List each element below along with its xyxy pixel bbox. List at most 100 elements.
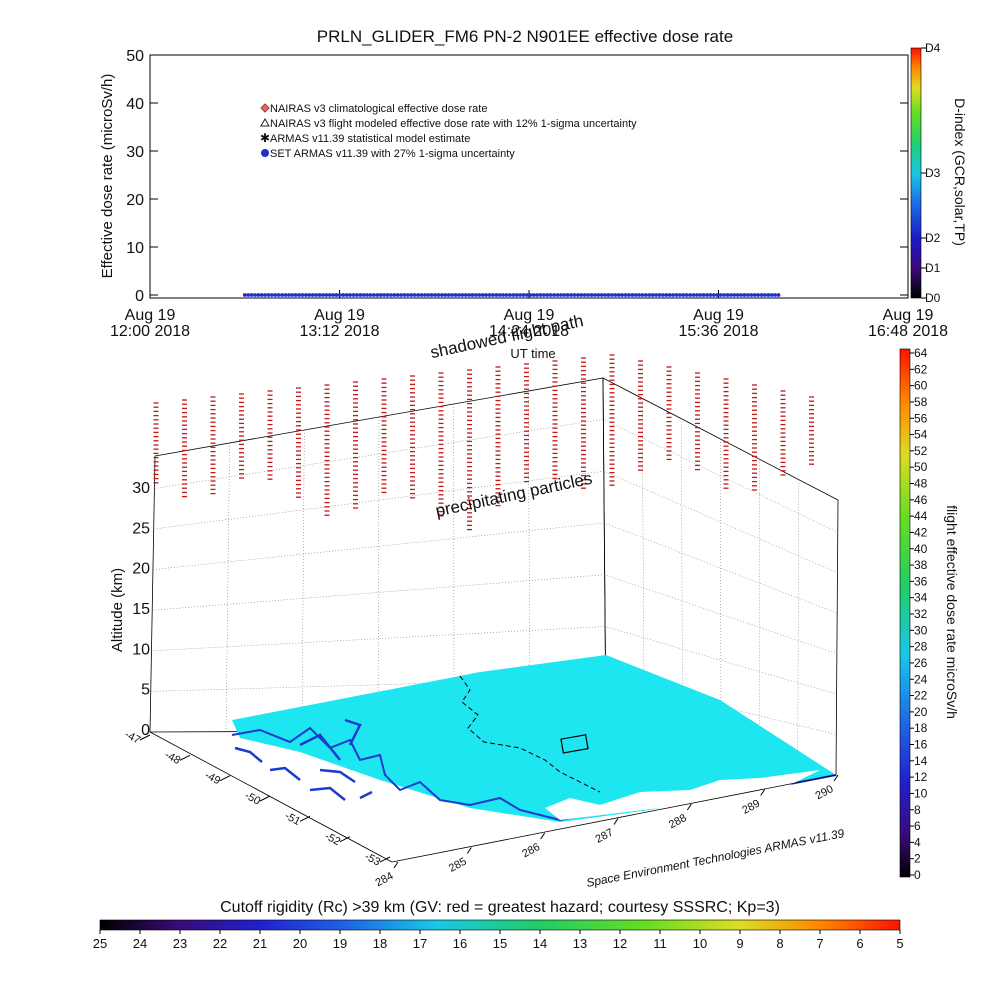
armas-point [623,293,628,297]
armas-point [569,293,573,297]
armas-point [620,293,624,297]
top-x-tick-time: 12:00 2018 [110,323,190,340]
armas-point [695,293,699,297]
armas-point [752,293,757,297]
armas-point [582,293,587,297]
armas-point [266,293,271,297]
armas-point [276,293,281,297]
armas-point [722,293,726,297]
z-grid-line [154,419,838,533]
dose-tick-label: 20 [914,705,928,719]
dose-tick-label: 40 [914,542,928,556]
armas-point [426,293,431,297]
top-x-tick-date: Aug 19 [125,307,176,324]
armas-point [484,293,488,297]
armas-point [732,293,737,297]
dose-colorbar [899,348,911,878]
dindex-tick-label: D2 [925,231,941,245]
dose-tick-label: 10 [914,786,928,800]
armas-point [324,293,329,297]
top-x-tick-time: 15:36 2018 [678,323,758,340]
armas-point [596,293,601,297]
particle-column [809,396,814,465]
armas-point [572,293,577,297]
armas-point [698,293,703,297]
armas-point [559,293,563,297]
particle-column [752,384,757,491]
particle-column [410,375,415,499]
armas-point [718,293,723,297]
armas-point [725,293,730,297]
particle-column [552,360,558,480]
rc-tick-label: 22 [213,936,227,951]
armas-point [406,293,410,297]
legend-marker-dot [261,149,269,157]
dose-tick-label: 48 [914,477,928,491]
armas-point [334,293,339,297]
lon-grid-line [681,418,683,746]
armas-point [402,293,407,297]
top-x-tick-date: Aug 19 [883,307,934,324]
rc-tick-label: 19 [333,936,347,951]
armas-point [603,293,607,297]
armas-point [436,293,441,297]
credit-text: Space Environment Technologies ARMAS v11… [585,826,846,890]
rc-caption: Cutoff rigidity (Rc) >39 km (GV: red = g… [220,899,780,916]
legend-label: NAIRAS v3 climatological effective dose … [270,103,487,115]
dose-tick-label: 54 [914,428,928,442]
dindex-tick-label: D3 [925,166,941,180]
z-tick-label: 5 [141,682,150,699]
lon-tick-label: 284 [374,870,396,889]
dose-tick-label: 36 [914,574,928,588]
dose-tick-label: 26 [914,656,928,670]
dindex-tick-label: D0 [925,291,941,305]
armas-point [446,293,451,297]
rc-tick-label: 7 [816,936,823,951]
top-y-axis-label: Effective dose rate (microSv/h) [99,74,116,279]
armas-point [372,293,376,297]
armas-point [389,293,393,297]
rc-tick-label: 11 [653,936,667,951]
top-y-tick-label: 0 [135,288,144,305]
armas-point [365,293,369,297]
armas-point [270,293,274,297]
rc-tick-label: 21 [253,936,267,951]
precipitating-particles [153,354,814,531]
lat-tick [259,795,271,802]
particle-column [723,378,729,489]
armas-point [412,293,417,297]
armas-point [358,293,363,297]
z-tick-label: 30 [132,480,150,497]
rc-colorbar-ticks: 25 24 23 22 21 20 19 18 17 16 15 14 13 12 11 10 9 8 7 6 5 [93,930,904,951]
lon-tick [833,774,839,782]
armas-point [525,293,529,297]
particle-column [324,384,330,516]
lat-tick [299,815,311,822]
dose-tick-label: 32 [914,607,928,621]
armas-point [249,293,254,297]
armas-point [344,293,349,297]
legend-label: ARMAS v11.39 statistical model estimate [270,133,470,145]
rc-tick-label: 6 [856,936,863,951]
legend-label: NAIRAS v3 flight modeled effective dose … [270,118,637,130]
lat-grid-line [301,429,305,732]
particle-column [296,387,301,498]
lat-tick [139,734,151,741]
lat-tick-label: -53 [363,851,383,869]
armas-point [671,293,675,297]
lat-grid-line [225,442,230,732]
lon-grid-line [797,479,800,768]
armas-point [375,293,380,297]
armas-point [487,293,492,297]
armas-point [715,293,720,297]
armas-point [300,293,305,297]
legend: NAIRAS v3 climatological effective dose … [260,103,637,160]
armas-point [399,293,403,297]
armas-point [637,293,641,297]
rc-tick-label: 8 [776,936,783,951]
floor-front-right-edge [391,774,837,863]
particle-column [239,393,244,479]
rc-tick-label: 15 [493,936,507,951]
armas-point [555,293,560,297]
